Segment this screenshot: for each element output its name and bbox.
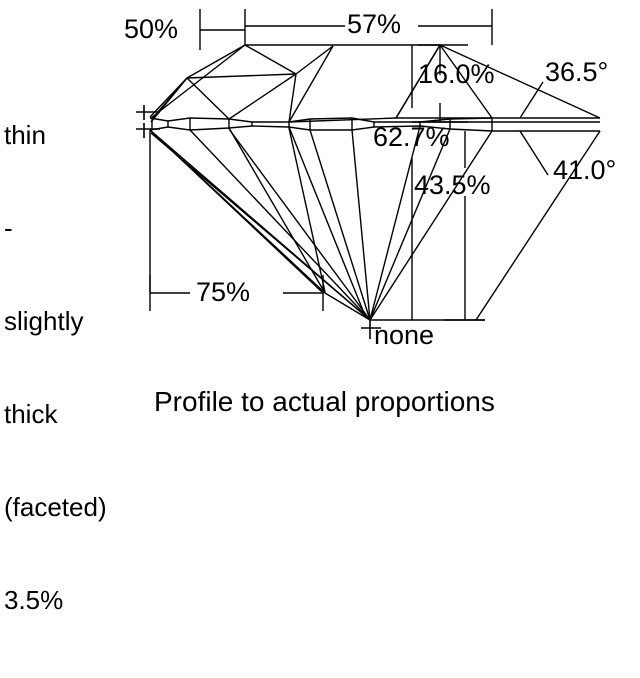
dimension-lower-half-75: [149, 130, 324, 311]
diamond-profile-drawing: [136, 9, 601, 339]
label-table-57: 57%: [347, 9, 402, 39]
culet-cross-marker: [361, 318, 381, 339]
label-star-length-50: 50%: [124, 14, 179, 44]
girdle-line-5: (faceted): [4, 492, 107, 522]
girdle-description-block: thin - slightly thick (faceted) 3.5%: [4, 58, 107, 678]
girdle-line-2: -: [4, 213, 13, 243]
girdle-line-3: slightly: [4, 306, 84, 336]
figure-caption: Profile to actual proportions: [154, 386, 495, 417]
dimension-star-length-50: [199, 9, 246, 50]
label-culet-none: none: [374, 320, 435, 350]
dimension-crown-height-16: [412, 44, 600, 123]
label-pavilion-depth-43-5: 43.5%: [414, 170, 491, 200]
pavilion-facets: [150, 125, 451, 321]
label-pavilion-angle-41-0: 41.0°: [553, 155, 617, 185]
label-lower-half-75: 75%: [196, 277, 251, 307]
label-total-depth-62-7: 62.7%: [373, 122, 450, 152]
girdle-line-4: thick: [4, 399, 58, 429]
dimension-pavilion-depth-43-5: [370, 131, 485, 321]
diagram-stage: 50% 57% 16.0% 36.5° 62.7% 41.0° 43.5% 75…: [4, 9, 617, 615]
angle-marker-crown-36-5: [439, 44, 601, 119]
dimension-table-57: [245, 9, 493, 45]
girdle-line-1: thin: [4, 120, 46, 150]
girdle-left-tick-marks: [136, 105, 160, 138]
girdle-line-6: 3.5%: [4, 585, 64, 615]
label-crown-height-16: 16.0%: [418, 59, 495, 89]
angle-marker-pavilion-41-0: [475, 130, 601, 321]
label-crown-angle-36-5: 36.5°: [545, 57, 609, 87]
